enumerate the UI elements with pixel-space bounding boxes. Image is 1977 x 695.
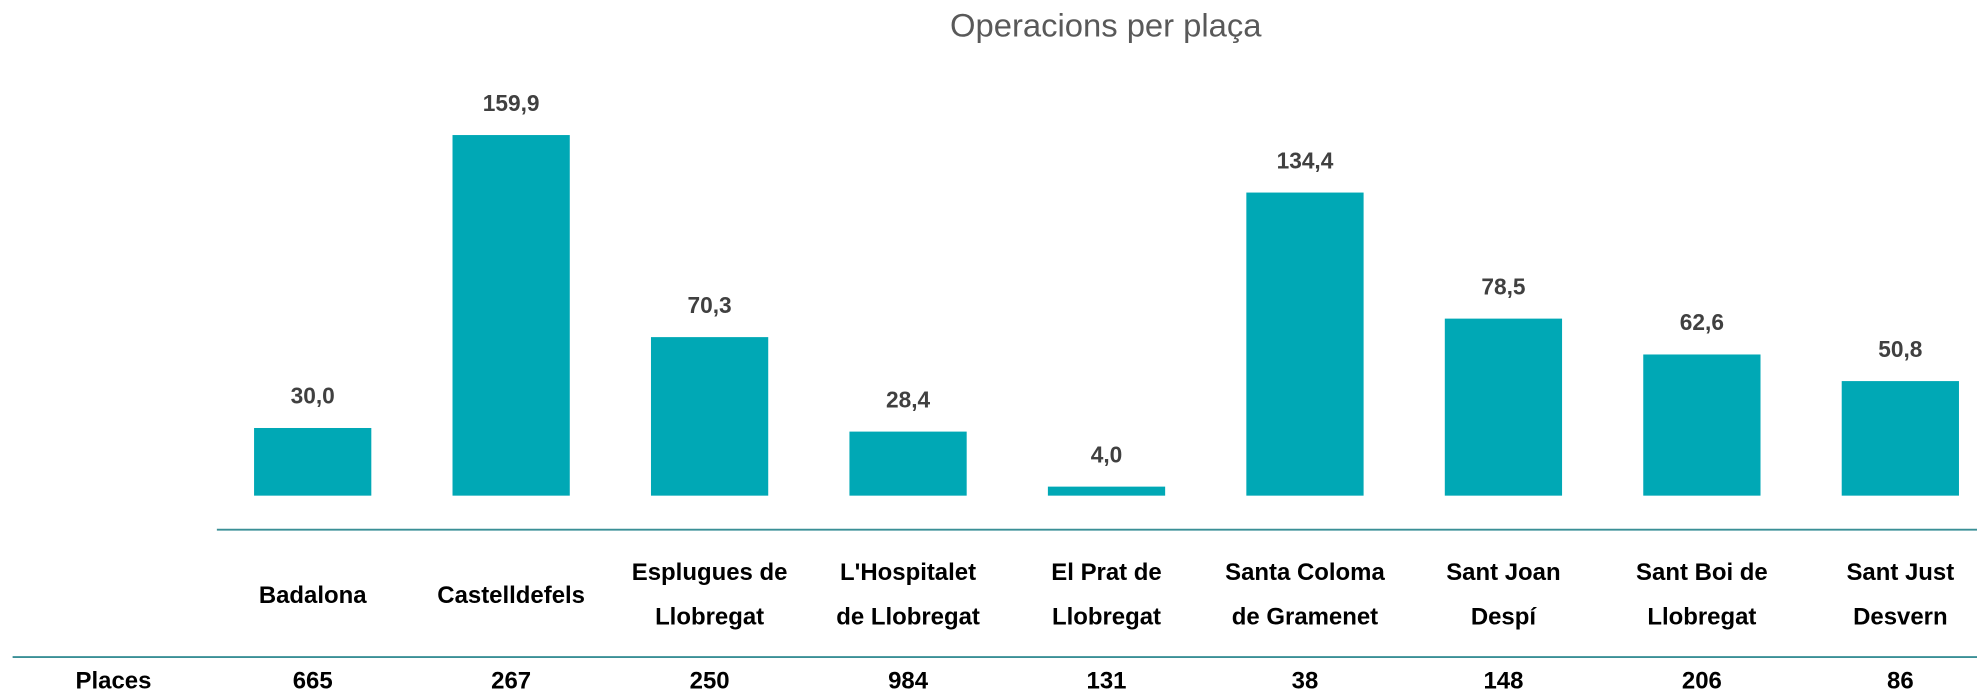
x-tick-label: L'Hospitalet bbox=[840, 559, 976, 586]
table-cell: 267 bbox=[491, 668, 531, 695]
bar bbox=[452, 135, 570, 496]
bar bbox=[1047, 486, 1166, 496]
x-tick-label: Sant Just bbox=[1846, 559, 1954, 586]
x-tick-label: de Gramenet bbox=[1232, 603, 1378, 630]
x-tick-label: Castelldefels bbox=[437, 582, 585, 609]
x-tick-label: Badalona bbox=[259, 582, 367, 609]
table-cell: 86 bbox=[1887, 668, 1914, 695]
x-tick-label: Desvern bbox=[1853, 603, 1947, 630]
chart-title: Operacions per plaça bbox=[950, 7, 1262, 44]
data-label: 134,4 bbox=[1277, 147, 1334, 173]
x-tick-label: Sant Boi de bbox=[1636, 559, 1768, 586]
x-tick-label: Esplugues de bbox=[632, 559, 788, 586]
x-tick-label: El Prat de bbox=[1051, 559, 1161, 586]
x-tick-label: Llobregat bbox=[655, 603, 764, 630]
data-label: 70,3 bbox=[688, 292, 732, 318]
x-tick-label: de Llobregat bbox=[836, 603, 980, 630]
table-cell: 250 bbox=[690, 668, 730, 695]
table-cell: 38 bbox=[1292, 668, 1319, 695]
bar bbox=[1246, 192, 1364, 496]
bar bbox=[650, 337, 769, 496]
table-cell: 148 bbox=[1483, 668, 1523, 695]
bar bbox=[1643, 354, 1761, 496]
x-tick-label: Despí bbox=[1471, 603, 1538, 630]
data-label: 30,0 bbox=[291, 383, 335, 409]
data-label: 159,9 bbox=[483, 90, 540, 116]
table-cell: 131 bbox=[1087, 668, 1127, 695]
table-cell: 206 bbox=[1682, 668, 1722, 695]
data-label: 62,6 bbox=[1680, 309, 1724, 335]
bar bbox=[1841, 381, 1959, 496]
x-tick-label: Sant Joan bbox=[1446, 559, 1560, 586]
bar bbox=[1444, 318, 1563, 496]
bar bbox=[254, 427, 372, 496]
data-label: 4,0 bbox=[1091, 441, 1123, 467]
bar bbox=[849, 431, 967, 496]
x-tick-label: Llobregat bbox=[1052, 603, 1161, 630]
table-cell: 665 bbox=[293, 668, 333, 695]
data-label: 50,8 bbox=[1878, 336, 1922, 362]
table-header: Places bbox=[76, 668, 152, 695]
table-cell: 984 bbox=[888, 668, 929, 695]
x-tick-label: Santa Coloma bbox=[1225, 559, 1385, 586]
data-label: 78,5 bbox=[1481, 273, 1525, 299]
data-label: 28,4 bbox=[886, 386, 931, 412]
x-tick-label: Llobregat bbox=[1647, 603, 1756, 630]
